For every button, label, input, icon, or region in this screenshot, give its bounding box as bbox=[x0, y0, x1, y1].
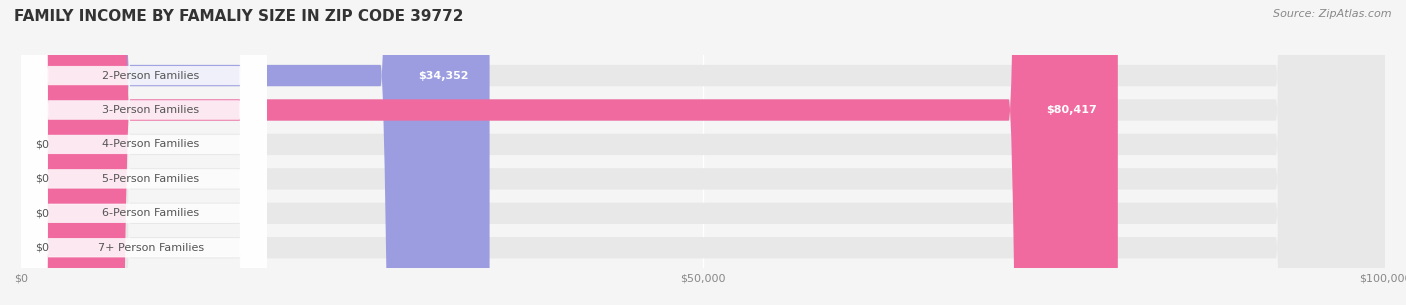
Text: Source: ZipAtlas.com: Source: ZipAtlas.com bbox=[1274, 9, 1392, 19]
FancyBboxPatch shape bbox=[21, 0, 267, 305]
FancyBboxPatch shape bbox=[21, 0, 489, 305]
Text: $34,352: $34,352 bbox=[419, 70, 470, 81]
Text: 4-Person Families: 4-Person Families bbox=[103, 139, 200, 149]
Text: 6-Person Families: 6-Person Families bbox=[103, 208, 200, 218]
Text: 3-Person Families: 3-Person Families bbox=[103, 105, 200, 115]
FancyBboxPatch shape bbox=[21, 0, 267, 305]
Text: 2-Person Families: 2-Person Families bbox=[103, 70, 200, 81]
FancyBboxPatch shape bbox=[21, 0, 1385, 305]
Text: $0: $0 bbox=[35, 139, 49, 149]
FancyBboxPatch shape bbox=[21, 0, 1385, 305]
FancyBboxPatch shape bbox=[21, 0, 1385, 305]
Text: $80,417: $80,417 bbox=[1046, 105, 1097, 115]
FancyBboxPatch shape bbox=[21, 0, 267, 305]
FancyBboxPatch shape bbox=[21, 0, 267, 305]
FancyBboxPatch shape bbox=[21, 0, 1385, 305]
Text: 5-Person Families: 5-Person Families bbox=[103, 174, 200, 184]
FancyBboxPatch shape bbox=[21, 0, 267, 305]
FancyBboxPatch shape bbox=[21, 0, 1385, 305]
Text: 7+ Person Families: 7+ Person Families bbox=[97, 243, 204, 253]
FancyBboxPatch shape bbox=[21, 0, 1118, 305]
Text: $0: $0 bbox=[35, 243, 49, 253]
FancyBboxPatch shape bbox=[21, 0, 1385, 305]
Text: $0: $0 bbox=[35, 174, 49, 184]
Text: $0: $0 bbox=[35, 208, 49, 218]
Text: FAMILY INCOME BY FAMALIY SIZE IN ZIP CODE 39772: FAMILY INCOME BY FAMALIY SIZE IN ZIP COD… bbox=[14, 9, 464, 24]
FancyBboxPatch shape bbox=[21, 0, 267, 305]
